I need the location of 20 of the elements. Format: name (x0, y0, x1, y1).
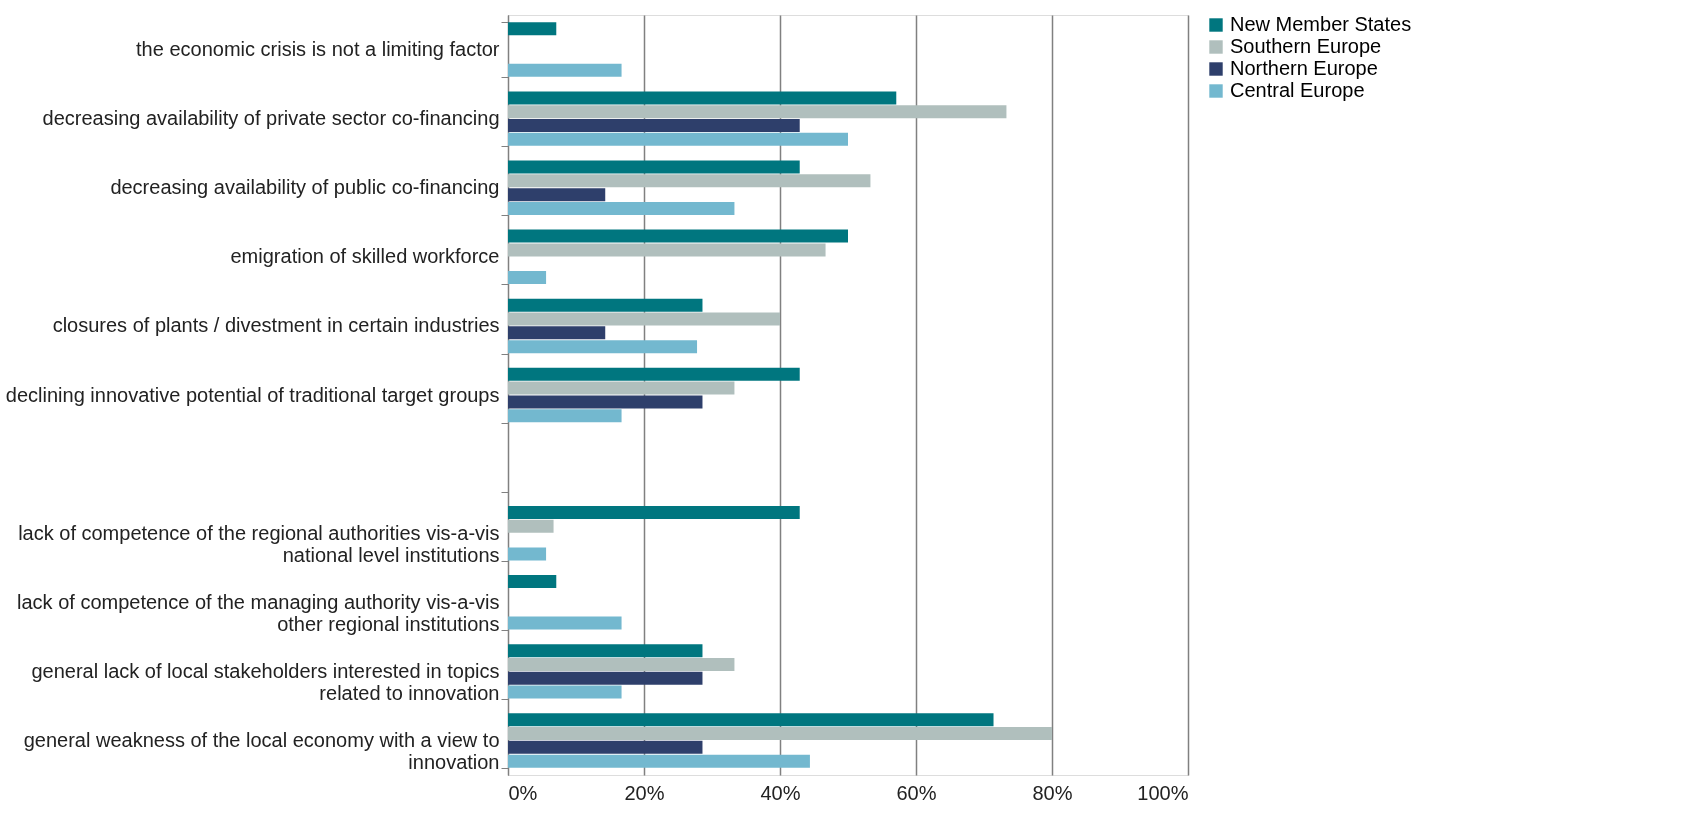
y-tick-label: general weakness of the local economy with a view to innovation (23, 728, 500, 773)
y-tick-label: decreasing availability of public co-financing (110, 176, 500, 199)
y-tick-label: closures of plants / divestment in certain industries (52, 314, 500, 337)
y-tick-label: emigration of skilled workforce (230, 245, 500, 268)
x-tick-label: 80% (1032, 781, 1073, 804)
y-tick-label: general lack of local stakeholders interested in topics related to innovation (31, 659, 500, 704)
y-tick-label: lack of competence of the managing authority vis-a-vis other regional institutions (17, 590, 500, 635)
x-tick-label: 100% (1137, 781, 1189, 804)
y-tick-label: the economic crisis is not a limiting factor (136, 38, 500, 61)
x-tick-label: 0% (508, 781, 538, 804)
legend-label: Central Europe (1230, 79, 1365, 101)
x-tick-label: 40% (760, 781, 801, 804)
legend-label: New Member States (1230, 13, 1412, 35)
y-tick-label: declining innovative potential of traditional target groups (5, 383, 500, 406)
x-tick-label: 20% (624, 781, 665, 804)
x-tick-label: 60% (896, 781, 937, 804)
legend-label: Northern Europe (1230, 57, 1378, 79)
y-tick-label: decreasing availability of private sector co-financing (42, 107, 500, 130)
y-tick-label: lack of competence of the regional authorities vis-a-vis national level institutions (18, 521, 500, 566)
legend-label: Southern Europe (1230, 35, 1382, 57)
